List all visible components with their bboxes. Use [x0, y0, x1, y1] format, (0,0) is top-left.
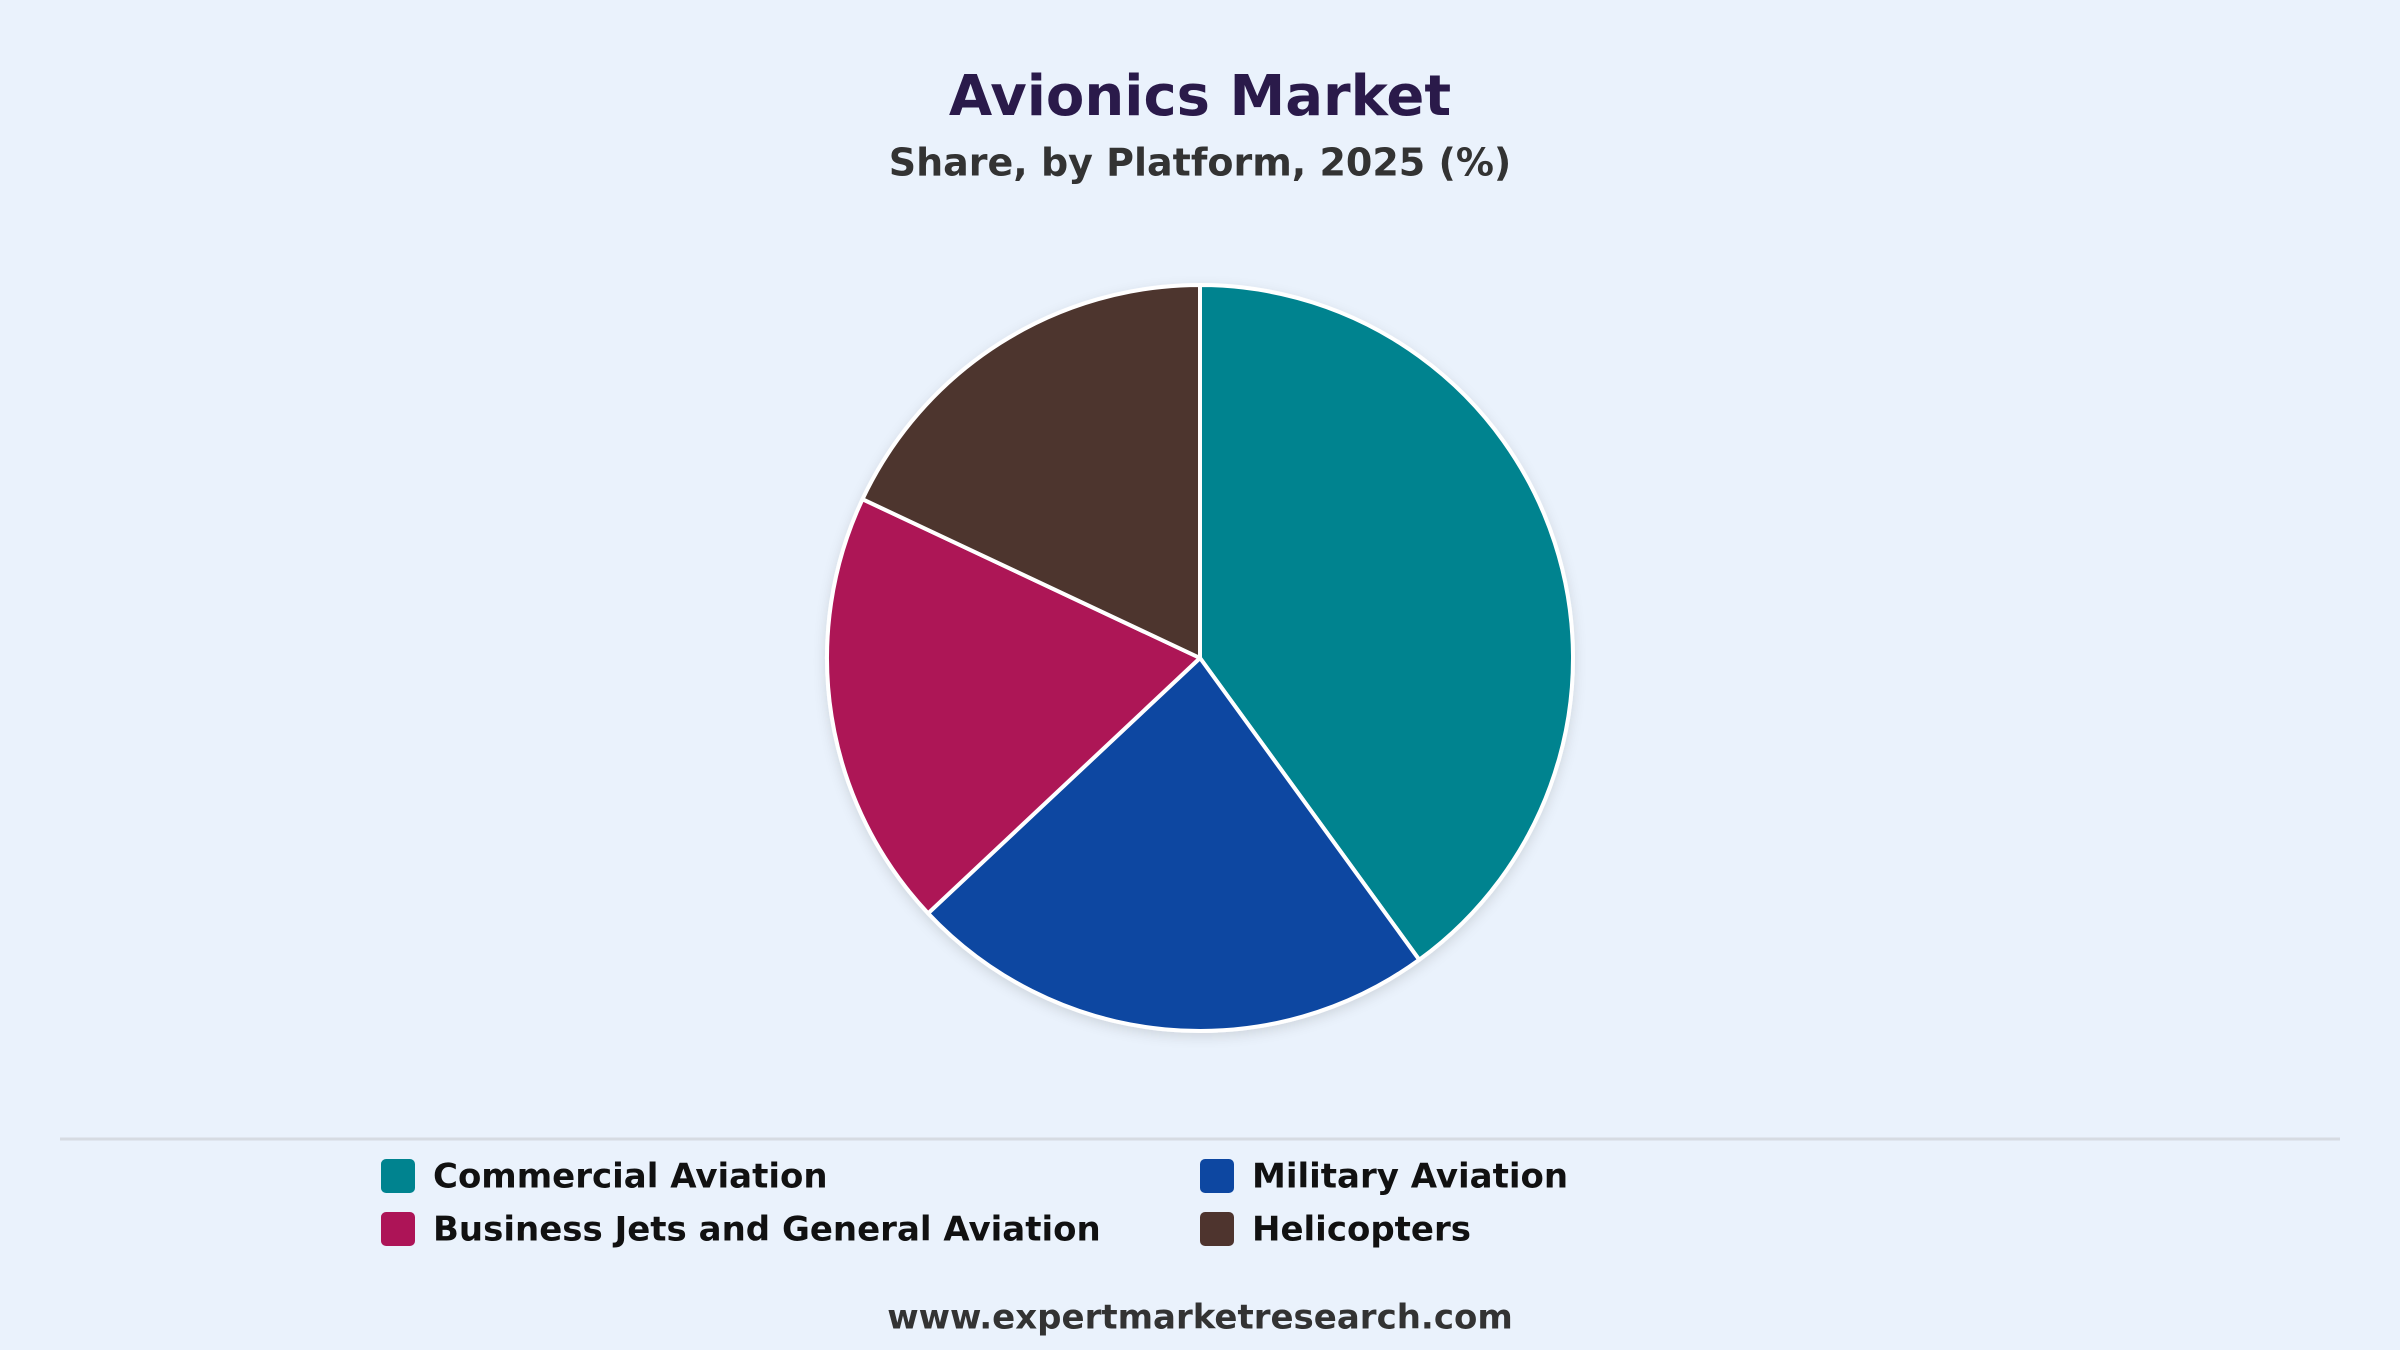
pie-slice — [860, 283, 1202, 660]
legend-label: Business Jets and General Aviation — [433, 1210, 1101, 1250]
chart-title: Avionics Market — [949, 64, 1451, 129]
legend-swatch — [381, 1212, 415, 1246]
chart-subtitle: Share, by Platform, 2025 (%) — [889, 141, 1512, 185]
pie — [825, 283, 1575, 1033]
legend: Commercial Aviation Military Aviation Busi… — [381, 1157, 1568, 1250]
legend-swatch — [1200, 1159, 1234, 1193]
legend-label: Commercial Aviation — [433, 1157, 828, 1197]
pie-slice — [1198, 283, 1575, 962]
pie-slice — [926, 656, 1422, 1033]
legend-label: Helicopters — [1252, 1210, 1471, 1250]
legend-swatch — [1200, 1212, 1234, 1246]
legend-label: Military Aviation — [1252, 1157, 1568, 1197]
pie-slice — [825, 497, 1202, 916]
legend-swatch — [381, 1159, 415, 1193]
footer: www.expertmarketresearch.com — [887, 1298, 1513, 1338]
